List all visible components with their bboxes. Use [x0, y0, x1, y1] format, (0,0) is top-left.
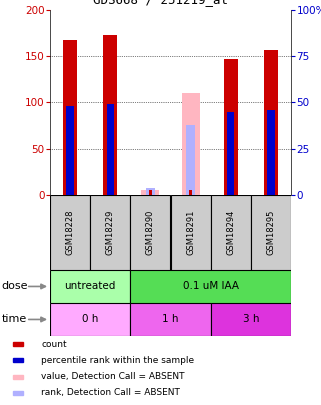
Bar: [13, 375, 23, 379]
Text: percentile rank within the sample: percentile rank within the sample: [41, 356, 195, 365]
Bar: [13, 358, 23, 362]
Bar: [146, 188, 155, 195]
Bar: [66, 106, 74, 113]
Bar: [224, 59, 238, 195]
Bar: [186, 125, 195, 195]
Bar: [141, 190, 160, 195]
Bar: [103, 35, 117, 195]
Text: rank, Detection Call = ABSENT: rank, Detection Call = ABSENT: [41, 388, 180, 397]
Bar: [267, 110, 274, 117]
Bar: [227, 115, 234, 195]
Text: 3 h: 3 h: [243, 314, 259, 324]
Text: dose: dose: [2, 281, 28, 292]
Bar: [251, 195, 291, 270]
Text: 0.1 uM IAA: 0.1 uM IAA: [183, 281, 239, 292]
Text: GSM18290: GSM18290: [146, 210, 155, 255]
Text: GSM18291: GSM18291: [186, 210, 195, 255]
Bar: [170, 195, 211, 270]
Text: 0 h: 0 h: [82, 314, 98, 324]
Bar: [63, 40, 77, 195]
Bar: [267, 113, 274, 195]
Bar: [90, 195, 130, 270]
Bar: [130, 303, 211, 336]
Text: GSM18228: GSM18228: [65, 210, 74, 255]
Bar: [211, 195, 251, 270]
Bar: [130, 195, 170, 270]
Bar: [13, 342, 23, 346]
Bar: [66, 110, 74, 195]
Bar: [107, 108, 114, 195]
Bar: [189, 190, 192, 195]
Text: GSM18295: GSM18295: [266, 210, 275, 255]
Bar: [211, 303, 291, 336]
Text: untreated: untreated: [65, 281, 116, 292]
Bar: [107, 104, 114, 112]
Bar: [264, 50, 278, 195]
Text: GSM18229: GSM18229: [106, 210, 115, 255]
Bar: [50, 270, 130, 303]
Text: time: time: [2, 314, 27, 324]
Bar: [130, 270, 291, 303]
Bar: [149, 190, 152, 195]
Text: GSM18294: GSM18294: [226, 210, 235, 255]
Text: 1 h: 1 h: [162, 314, 179, 324]
Bar: [182, 93, 200, 195]
Bar: [227, 112, 234, 119]
Bar: [13, 391, 23, 395]
Bar: [50, 195, 90, 270]
Text: GDS668 / 251219_at: GDS668 / 251219_at: [93, 0, 228, 6]
Text: value, Detection Call = ABSENT: value, Detection Call = ABSENT: [41, 372, 185, 381]
Text: count: count: [41, 339, 67, 349]
Bar: [50, 303, 130, 336]
